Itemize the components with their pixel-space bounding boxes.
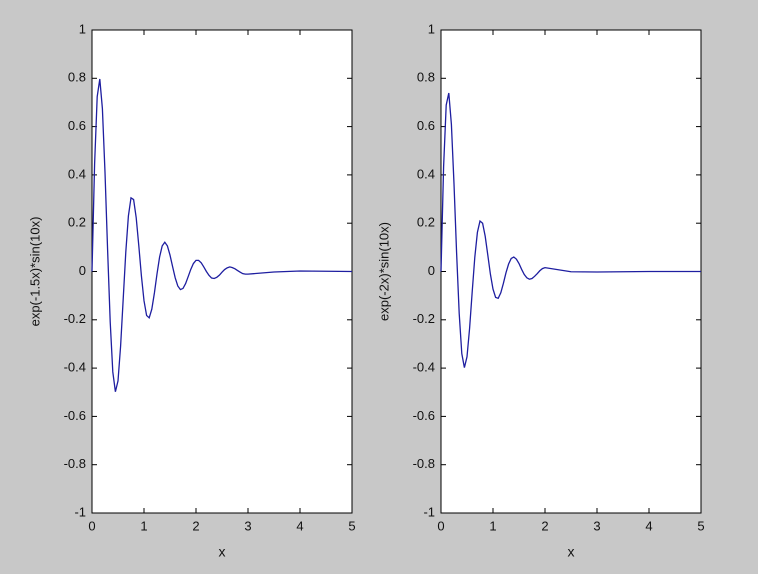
y-axis-label: exp(-2x)*sin(10x) (376, 222, 391, 321)
x-tick-label: 4 (645, 518, 652, 533)
x-tick-label: 3 (593, 518, 600, 533)
y-tick-label: -0.4 (413, 360, 435, 375)
x-tick-label: 2 (192, 518, 199, 533)
y-tick-label: 0.6 (68, 118, 86, 133)
x-tick-label: 5 (348, 518, 355, 533)
x-axis-label: x (568, 544, 575, 560)
y-tick-label: -0.8 (64, 456, 86, 471)
x-tick-label: 2 (541, 518, 548, 533)
y-tick-label: 0.8 (417, 70, 435, 85)
x-tick-label: 3 (244, 518, 251, 533)
y-tick-label: 0.8 (68, 70, 86, 85)
x-tick-label: 0 (437, 518, 444, 533)
y-tick-label: -0.6 (413, 408, 435, 423)
data-line (440, 92, 701, 368)
y-tick-label: 0.2 (68, 215, 86, 230)
x-tick-label: 5 (697, 518, 704, 533)
x-tick-label: 1 (489, 518, 496, 533)
y-tick-label: 0.6 (417, 118, 435, 133)
x-tick-label: 4 (296, 518, 303, 533)
y-tick-label: 0 (79, 263, 86, 278)
x-tick-label: 0 (88, 518, 95, 533)
y-tick-label: -0.6 (64, 408, 86, 423)
y-tick-label: 0.4 (417, 166, 435, 181)
y-tick-label: 0 (428, 263, 435, 278)
x-tick-label: 1 (140, 518, 147, 533)
y-tick-label: -0.4 (64, 360, 86, 375)
y-tick-label: -0.2 (64, 311, 86, 326)
x-axis-label: x (219, 544, 226, 560)
y-tick-label: 1 (79, 21, 86, 36)
y-tick-label: 0.4 (68, 166, 86, 181)
y-axis-label: exp(-1.5x)*sin(10x) (27, 217, 42, 327)
y-tick-label: 1 (428, 21, 435, 36)
y-tick-label: -1 (423, 504, 435, 519)
y-tick-label: -0.2 (413, 311, 435, 326)
y-tick-label: -0.8 (413, 456, 435, 471)
data-line (91, 78, 353, 392)
y-tick-label: -1 (74, 504, 86, 519)
y-tick-label: 0.2 (417, 215, 435, 230)
